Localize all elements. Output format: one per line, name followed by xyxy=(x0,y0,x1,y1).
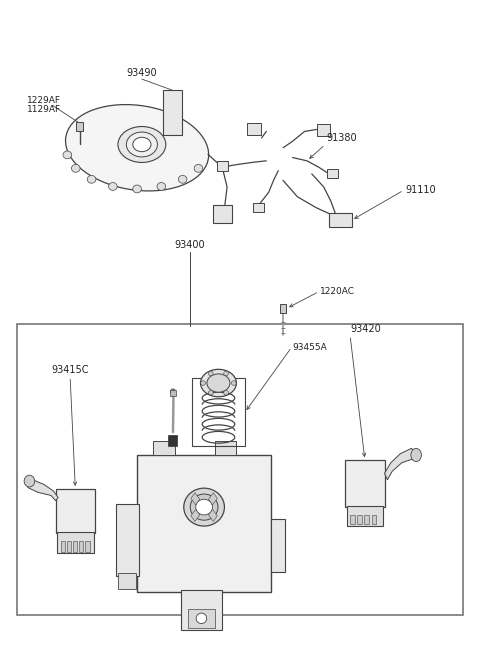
Ellipse shape xyxy=(108,183,117,191)
Ellipse shape xyxy=(411,449,421,462)
Ellipse shape xyxy=(196,613,207,624)
Ellipse shape xyxy=(133,138,151,152)
Ellipse shape xyxy=(63,151,72,159)
Ellipse shape xyxy=(126,132,157,157)
FancyBboxPatch shape xyxy=(181,590,222,630)
Ellipse shape xyxy=(157,183,166,191)
FancyBboxPatch shape xyxy=(213,204,232,223)
Ellipse shape xyxy=(133,185,142,193)
Bar xyxy=(208,493,217,505)
Bar xyxy=(73,541,77,552)
FancyBboxPatch shape xyxy=(76,122,83,132)
Ellipse shape xyxy=(207,374,230,392)
FancyBboxPatch shape xyxy=(271,519,285,572)
Bar xyxy=(372,515,376,524)
Bar xyxy=(85,541,90,552)
Ellipse shape xyxy=(179,176,187,183)
Ellipse shape xyxy=(170,389,175,394)
Text: 93400: 93400 xyxy=(174,240,205,250)
Ellipse shape xyxy=(118,126,166,162)
FancyBboxPatch shape xyxy=(217,162,228,171)
Text: 91110: 91110 xyxy=(405,185,436,195)
Ellipse shape xyxy=(24,476,35,487)
FancyBboxPatch shape xyxy=(247,123,261,135)
FancyBboxPatch shape xyxy=(328,213,351,227)
FancyBboxPatch shape xyxy=(163,90,181,135)
Polygon shape xyxy=(384,449,416,480)
Text: 1129AF: 1129AF xyxy=(27,105,61,115)
Polygon shape xyxy=(27,480,58,500)
FancyBboxPatch shape xyxy=(317,124,330,136)
FancyBboxPatch shape xyxy=(188,608,215,628)
Ellipse shape xyxy=(190,494,218,520)
Ellipse shape xyxy=(66,105,209,191)
FancyBboxPatch shape xyxy=(253,202,264,212)
Bar xyxy=(168,435,177,447)
Bar xyxy=(60,541,65,552)
FancyBboxPatch shape xyxy=(327,169,337,178)
Ellipse shape xyxy=(224,371,228,376)
Ellipse shape xyxy=(87,176,96,183)
Bar xyxy=(350,515,355,524)
Bar xyxy=(67,541,71,552)
Bar xyxy=(170,390,176,396)
Ellipse shape xyxy=(208,390,213,395)
FancyBboxPatch shape xyxy=(153,441,175,455)
Ellipse shape xyxy=(201,369,237,397)
FancyBboxPatch shape xyxy=(137,455,271,592)
Ellipse shape xyxy=(231,381,236,385)
Bar xyxy=(17,324,463,615)
Ellipse shape xyxy=(196,499,213,515)
Text: 93420: 93420 xyxy=(350,324,381,334)
Bar xyxy=(191,510,200,521)
Text: 93455A: 93455A xyxy=(293,343,327,352)
FancyBboxPatch shape xyxy=(57,532,94,553)
Ellipse shape xyxy=(208,371,213,376)
Bar xyxy=(364,515,369,524)
Text: 93490: 93490 xyxy=(127,68,157,78)
Ellipse shape xyxy=(184,488,225,526)
Bar xyxy=(357,515,362,524)
Bar xyxy=(79,541,84,552)
Ellipse shape xyxy=(194,164,203,172)
Ellipse shape xyxy=(201,381,205,385)
FancyBboxPatch shape xyxy=(347,506,383,525)
FancyBboxPatch shape xyxy=(345,460,384,507)
Ellipse shape xyxy=(224,390,228,395)
Bar xyxy=(208,510,217,521)
Text: 93415C: 93415C xyxy=(51,365,89,375)
Ellipse shape xyxy=(72,164,80,172)
FancyBboxPatch shape xyxy=(215,441,236,455)
FancyBboxPatch shape xyxy=(280,304,287,313)
FancyBboxPatch shape xyxy=(118,573,136,590)
FancyBboxPatch shape xyxy=(56,489,95,533)
Bar xyxy=(191,493,200,505)
Text: 1229AF: 1229AF xyxy=(27,96,61,105)
FancyBboxPatch shape xyxy=(116,504,139,576)
Text: 1220AC: 1220AC xyxy=(321,287,355,296)
Text: 91380: 91380 xyxy=(326,133,357,143)
